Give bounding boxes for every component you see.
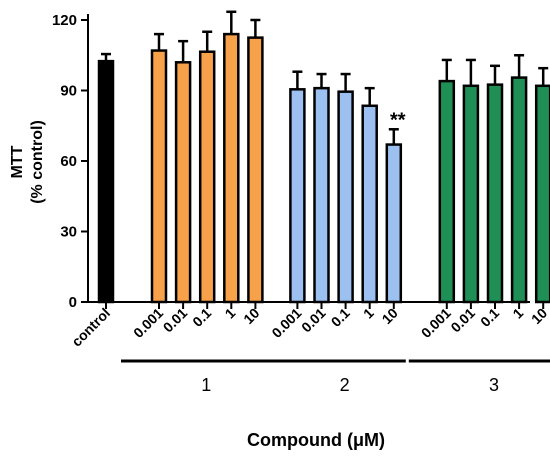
bar [462,84,480,304]
x-tick-label: 0.01 [447,305,478,336]
bar [174,61,192,304]
y-axis-label-line2: (% control) [29,120,46,204]
x-tick-label: 1 [222,305,239,322]
x-tick-label: 0.1 [477,305,502,330]
bar [337,90,354,304]
bar [223,32,240,304]
bar [534,84,550,304]
y-axis-label-line1: MTT [9,145,26,178]
x-tick-label: 1 [509,305,526,322]
x-tick-label: 10 [379,305,401,327]
x-tick-label: 0.01 [160,305,191,336]
group-label: 1 [201,375,211,395]
y-tick-label: 30 [60,224,77,241]
bar [97,59,115,304]
bar [198,50,216,304]
significance-annotation: ** [390,109,406,131]
group-label: 2 [340,375,350,395]
bar [510,76,528,304]
x-tick-label: 0.01 [298,305,329,336]
bar [313,86,330,304]
bar [289,88,306,304]
x-tick-label: 0.1 [328,305,353,330]
y-tick-label: 0 [69,294,77,311]
y-tick-label: 120 [52,12,77,29]
bar [150,49,168,304]
y-tick-label: 90 [60,83,77,100]
y-tick-label: 60 [60,153,77,170]
x-tick-label: 1 [360,305,377,322]
bar [486,83,504,304]
x-tick-label: 10 [240,305,262,327]
x-axis-label: Compound (μM) [247,430,385,450]
bar [247,36,264,304]
x-tick-label: control [68,305,113,350]
x-tick-label: 10 [528,305,550,327]
bar [385,143,403,304]
bar [438,79,456,304]
bar [361,104,378,304]
x-tick-label: 0.1 [189,305,214,330]
group-label: 3 [489,375,499,395]
